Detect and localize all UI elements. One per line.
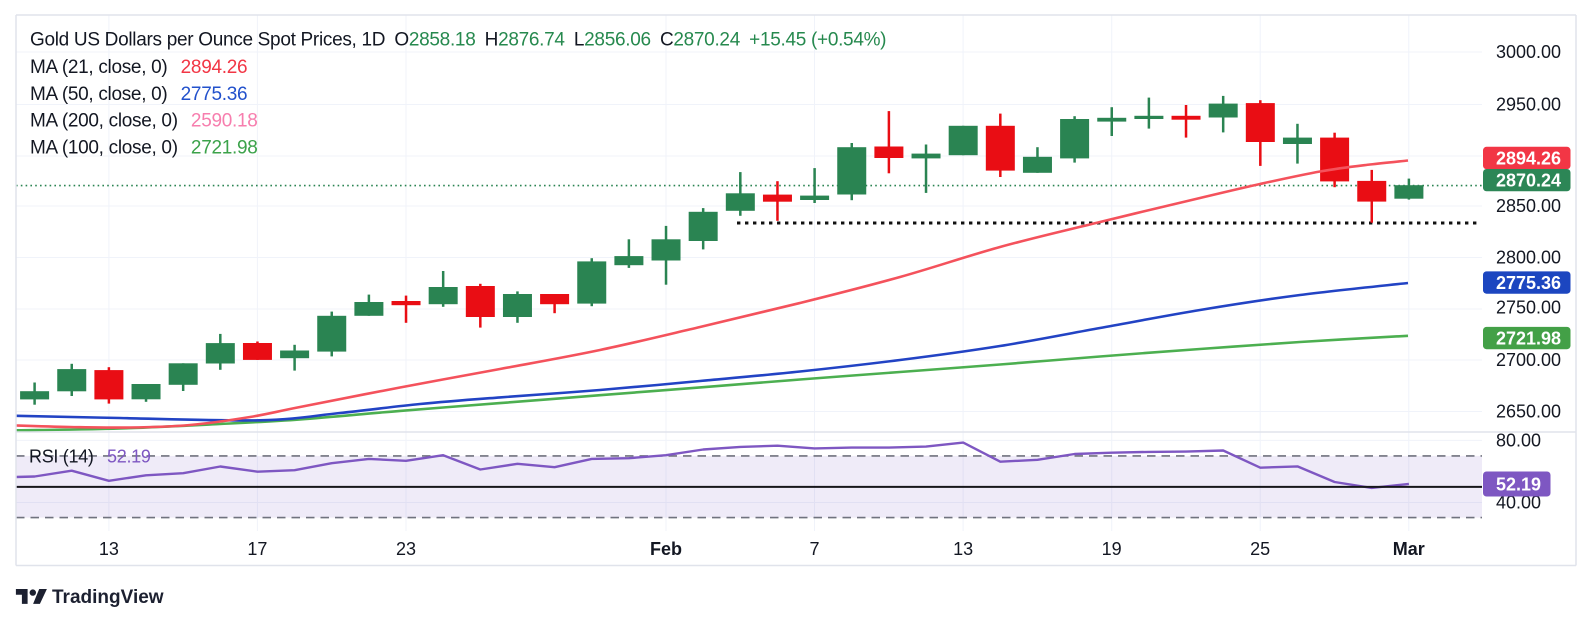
svg-text:MA (21, close, 0) 2894.26: MA (21, close, 0) 2894.26 (30, 57, 247, 78)
svg-text:2750.00: 2750.00 (1496, 298, 1561, 318)
svg-text:Gold US Dollars per Ounce Spot: Gold US Dollars per Ounce Spot Prices, 1… (30, 29, 886, 50)
svg-text:Mar: Mar (1393, 539, 1425, 559)
svg-text:13: 13 (953, 539, 973, 559)
svg-text:17: 17 (247, 539, 267, 559)
svg-text:Feb: Feb (650, 539, 682, 559)
svg-text:2775.36: 2775.36 (1496, 273, 1561, 293)
svg-text:13: 13 (99, 539, 119, 559)
svg-text:MA (200, close, 0) 2590.18: MA (200, close, 0) 2590.18 (30, 110, 258, 131)
svg-text:19: 19 (1102, 539, 1122, 559)
svg-text:2800.00: 2800.00 (1496, 248, 1561, 268)
svg-text:25: 25 (1250, 539, 1270, 559)
svg-text:MA (100, close, 0) 2721.98: MA (100, close, 0) 2721.98 (30, 137, 258, 158)
svg-text:40.00: 40.00 (1496, 493, 1541, 513)
svg-text:3000.00: 3000.00 (1496, 42, 1561, 62)
svg-text:2700.00: 2700.00 (1496, 350, 1561, 370)
svg-text:MA (50, close, 0) 2775.36: MA (50, close, 0) 2775.36 (30, 83, 247, 104)
svg-text:TradingView: TradingView (52, 587, 164, 608)
svg-text:2950.00: 2950.00 (1496, 95, 1561, 115)
svg-text:2721.98: 2721.98 (1496, 329, 1561, 349)
svg-text:7: 7 (809, 539, 819, 559)
svg-text:52.19: 52.19 (1496, 475, 1541, 495)
svg-text:2894.26: 2894.26 (1496, 149, 1561, 169)
svg-text:2650.00: 2650.00 (1496, 402, 1561, 422)
svg-text:RSI (14) 52.19: RSI (14) 52.19 (29, 447, 151, 467)
svg-text:2870.24: 2870.24 (1496, 171, 1561, 191)
svg-text:2850.00: 2850.00 (1496, 196, 1561, 216)
svg-text:80.00: 80.00 (1496, 430, 1541, 450)
svg-text:23: 23 (396, 539, 416, 559)
